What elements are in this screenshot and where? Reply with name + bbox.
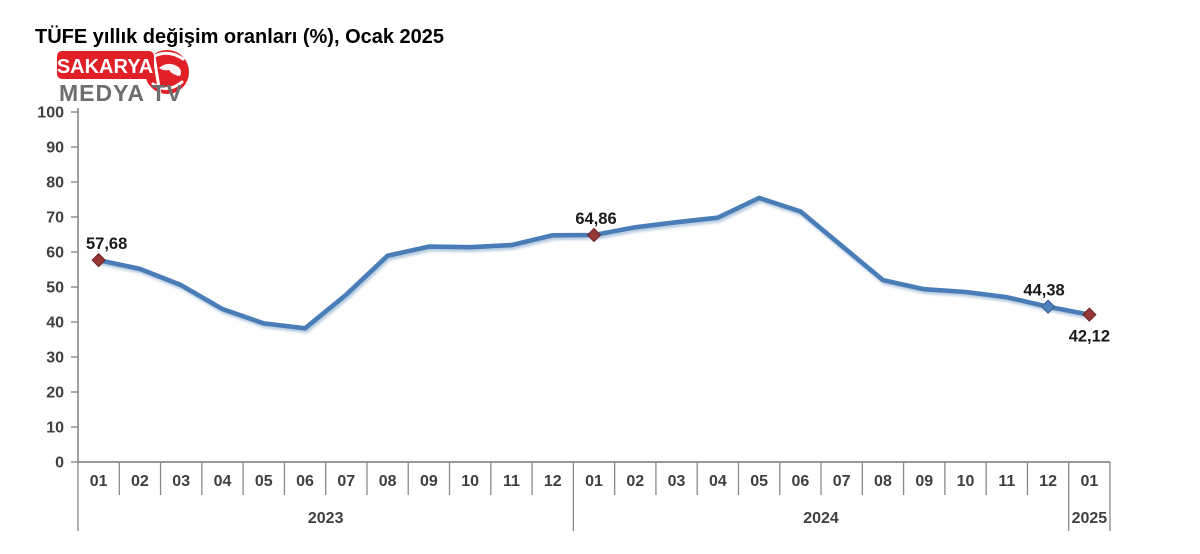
logo: SAKARYA MEDYA TV [56,46,216,107]
month-label: 01 [585,473,603,490]
y-tick-label: 80 [46,175,64,192]
y-tick-label: 70 [46,210,64,227]
data-point-label: 64,86 [575,210,616,228]
month-label: 03 [172,473,190,490]
logo-subtitle: MEDYA TV [59,80,183,106]
chart-title: TÜFE yıllık değişim oranları (%), Ocak 2… [35,26,445,48]
y-tick-label: 60 [46,245,64,262]
y-tick-label: 20 [46,385,64,402]
y-tick-label: 100 [37,105,64,122]
data-point-marker [586,227,602,243]
data-point-label: 42,12 [1069,328,1110,346]
month-label: 09 [420,473,438,490]
month-label: 01 [90,473,108,490]
month-label: 04 [709,473,727,490]
month-label: 02 [131,473,149,490]
month-label: 10 [957,473,975,490]
logo-badge: SAKARYA [57,51,154,79]
month-label: 11 [503,473,520,490]
month-label: 05 [255,473,273,490]
data-point-label: 57,68 [86,235,127,253]
month-label: 04 [214,473,232,490]
month-label: 07 [833,473,851,490]
month-label: 11 [998,473,1015,490]
month-label: 12 [1039,473,1057,490]
data-point-marker [91,252,106,268]
month-label: 01 [1080,473,1098,490]
data-point-marker [1040,299,1056,314]
year-label: 2025 [1072,510,1108,527]
logo-graphic: SAKARYA [57,49,189,95]
month-label: 08 [379,473,397,490]
month-label: 07 [337,473,355,490]
month-label: 08 [874,473,892,490]
y-tick-label: 50 [46,280,64,297]
logo-globe-icon [145,49,189,95]
month-label: 03 [668,473,686,490]
year-label: 2024 [803,510,839,527]
data-point-label: 44,38 [1023,282,1064,300]
y-tick-label: 10 [46,420,64,437]
month-label: 02 [626,473,644,490]
y-tick-label: 90 [46,140,64,157]
y-tick-label: 40 [46,315,64,332]
month-label: 06 [296,473,314,490]
month-label: 05 [750,473,768,490]
y-tick-label: 0 [55,455,64,472]
y-tick-label: 30 [46,350,64,367]
month-label: 06 [792,473,810,490]
year-label: 2023 [308,510,344,527]
month-label: 09 [915,473,933,490]
month-label: 10 [461,473,479,490]
month-label: 12 [544,473,562,490]
data-point-marker [1082,307,1097,322]
logo-badge-text: SAKARYA [57,56,153,78]
